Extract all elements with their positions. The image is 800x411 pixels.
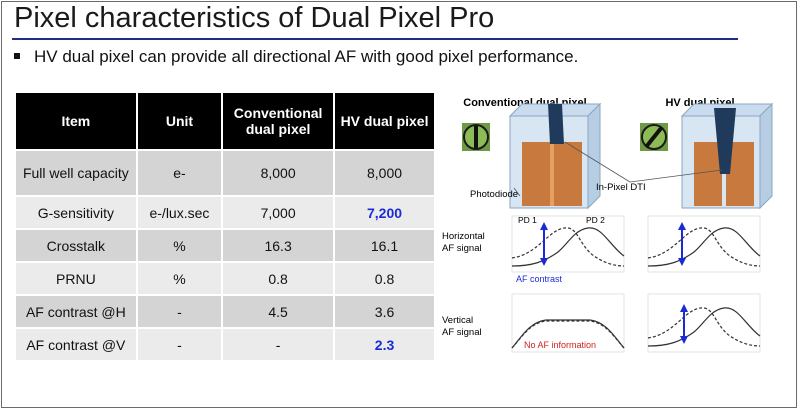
hv-pixel-cube xyxy=(680,102,774,210)
table-row: G-sensitivity e-/lux.sec 7,000 7,200 xyxy=(16,197,434,228)
photodiode-label: Photodiode xyxy=(470,189,518,200)
dti-label: In-Pixel DTI xyxy=(596,182,646,193)
cell-item: Crosstalk xyxy=(16,230,138,261)
cell-hv: 16.1 xyxy=(335,230,434,261)
dti-connector xyxy=(564,141,631,183)
table-row: Full well capacity e- 8,000 8,000 xyxy=(16,151,434,195)
photodiode-connector xyxy=(513,187,521,197)
cell-hv-highlight: 7,200 xyxy=(335,197,434,228)
table-row: PRNU % 0.8 0.8 xyxy=(16,263,434,294)
cell-conventional: - xyxy=(223,329,336,360)
row-label-vertical-1: Vertical xyxy=(442,315,473,326)
cell-hv: 8,000 xyxy=(335,151,434,195)
dti-connector xyxy=(629,169,723,183)
table-row: AF contrast @V - - 2.3 xyxy=(16,329,434,360)
hv-horizontal-plot xyxy=(647,215,761,273)
table-header-row: Item Unit Conventional dual pixel HV dua… xyxy=(16,93,434,149)
cell-unit: - xyxy=(137,329,224,360)
cell-item: G-sensitivity xyxy=(16,197,138,228)
cell-unit: % xyxy=(137,230,224,261)
bullet-point: HV dual pixel can provide all directiona… xyxy=(14,47,578,67)
pixel-diagram: Conventional dual pixel HV dual pixel Ph… xyxy=(442,97,774,353)
cell-item: AF contrast @H xyxy=(16,296,138,327)
cell-conventional: 0.8 xyxy=(223,263,336,294)
header-unit: Unit xyxy=(137,93,224,149)
conventional-pixel-cube xyxy=(508,102,602,210)
cell-hv-highlight: 2.3 xyxy=(335,329,434,360)
cell-item: Full well capacity xyxy=(16,151,138,195)
row-label-horizontal-2: AF signal xyxy=(442,243,482,254)
conventional-horizontal-plot xyxy=(511,215,625,273)
cell-unit: % xyxy=(137,263,224,294)
no-af-label: No AF information xyxy=(524,340,596,350)
bullet-square-icon xyxy=(14,53,20,59)
af-contrast-label: AF contrast xyxy=(516,274,563,284)
cell-item: PRNU xyxy=(16,263,138,294)
table-row: Crosstalk % 16.3 16.1 xyxy=(16,230,434,261)
cell-unit: e- xyxy=(137,151,224,195)
cell-hv: 3.6 xyxy=(335,296,434,327)
pd2-label: PD 2 xyxy=(586,215,605,225)
title-divider xyxy=(12,38,738,40)
cell-conventional: 8,000 xyxy=(223,151,336,195)
cell-hv: 0.8 xyxy=(335,263,434,294)
cell-unit: e-/lux.sec xyxy=(137,197,224,228)
cell-conventional: 16.3 xyxy=(223,230,336,261)
cell-unit: - xyxy=(137,296,224,327)
header-item: Item xyxy=(16,93,138,149)
cell-item: AF contrast @V xyxy=(16,329,138,360)
hv-vertical-plot xyxy=(647,293,761,353)
cell-conventional: 4.5 xyxy=(223,296,336,327)
bullet-text: HV dual pixel can provide all directiona… xyxy=(34,47,579,66)
header-hv: HV dual pixel xyxy=(335,93,434,149)
conventional-lens-icon xyxy=(462,123,490,151)
conventional-vertical-plot xyxy=(511,293,625,353)
table-row: AF contrast @H - 4.5 3.6 xyxy=(16,296,434,327)
row-label-horizontal-1: Horizontal xyxy=(442,231,485,242)
row-label-vertical-2: AF signal xyxy=(442,327,482,338)
header-conventional: Conventional dual pixel xyxy=(223,93,336,149)
slide-title: Pixel characteristics of Dual Pixel Pro xyxy=(14,2,495,34)
cell-conventional: 7,000 xyxy=(223,197,336,228)
pd1-label: PD 1 xyxy=(518,215,537,225)
spec-table: Item Unit Conventional dual pixel HV dua… xyxy=(16,91,434,362)
hv-lens-icon xyxy=(640,123,668,151)
